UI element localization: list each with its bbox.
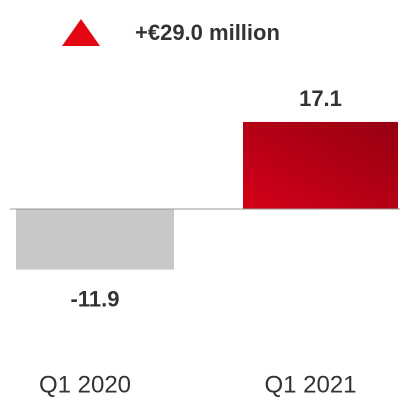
- increase-icon: [62, 19, 100, 46]
- data-label: -11.9: [71, 286, 120, 311]
- category-label: Q1 2021: [264, 371, 356, 398]
- bar: [16, 209, 174, 270]
- bar-shade: [243, 121, 398, 209]
- data-label: 17.1: [299, 86, 342, 111]
- category-label: Q1 2020: [39, 371, 131, 398]
- annotation: +€29.0 million: [135, 20, 280, 45]
